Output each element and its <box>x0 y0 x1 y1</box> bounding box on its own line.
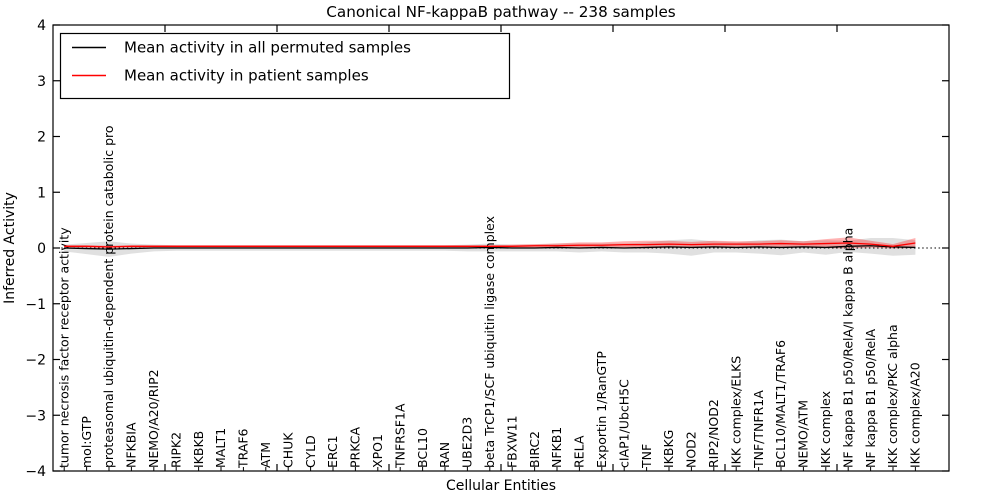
plot-area: tumor necrosis factor receptor activity m… <box>25 18 949 480</box>
x-category-label: NFKBIA <box>124 422 139 468</box>
x-category-label: IKK complex <box>818 391 833 468</box>
legend-label-patient: Mean activity in patient samples <box>124 67 369 85</box>
y-tick-label: 0 <box>37 241 46 257</box>
x-category-label: mol:GTP <box>79 416 94 468</box>
x-category-label: ERC1 <box>325 435 340 468</box>
x-category-label: tumor necrosis factor receptor activity <box>56 227 71 468</box>
x-category-label: NEMO/ATM <box>796 400 811 468</box>
x-category-label: NEMO/A20/RIP2 <box>146 369 161 468</box>
chart-title: Canonical NF-kappaB pathway -- 238 sampl… <box>326 3 676 21</box>
x-category-label: ATM <box>258 442 273 468</box>
y-tick-label: 4 <box>37 18 46 34</box>
x-category-label: cIAP1/UbcH5C <box>616 379 631 468</box>
x-category-label: MALT1 <box>213 428 228 468</box>
x-category-label: BCL10 <box>415 428 430 468</box>
x-category-label: NOD2 <box>684 431 699 468</box>
x-category-label: IKBKB <box>191 431 206 468</box>
plot-frame <box>52 24 950 472</box>
x-category-label: UBE2D3 <box>460 417 475 468</box>
y-tick-label: −3 <box>25 408 46 424</box>
y-tick-label: −2 <box>25 353 46 369</box>
y-tick-label: 1 <box>37 185 46 201</box>
y-tick-label: 3 <box>37 74 46 90</box>
y-tick-label: −4 <box>25 464 46 480</box>
x-category-label: NF kappa B1 p50/RelA/I kappa B alpha <box>840 228 855 468</box>
x-category-label: proteasomal ubiquitin-dependent protein … <box>101 125 116 468</box>
x-category-label: IKK complex/ELKS <box>728 356 743 468</box>
legend-box <box>59 32 511 100</box>
x-category-label: FBXW11 <box>504 415 519 468</box>
x-category-label: IKK complex/PKC alpha <box>885 324 900 468</box>
x-category-label: RELA <box>572 435 587 468</box>
x-category-label: IKK complex/A20 <box>908 362 923 468</box>
x-axis-title: Cellular Entities <box>446 478 556 494</box>
x-category-label: TNF <box>639 444 654 469</box>
x-category-label: RIPK2 <box>168 432 183 468</box>
x-category-label: TRAF6 <box>236 428 251 469</box>
x-category-label: PRKCA <box>348 427 363 468</box>
x-category-label: NF kappa B1 p50/RelA <box>863 328 878 468</box>
x-category-label: RIP2/NOD2 <box>706 399 721 468</box>
legend: Mean activity in all permuted samples Me… <box>59 32 511 100</box>
x-category-label: TNF/TNFR1A <box>751 390 766 469</box>
y-tick-label: −1 <box>25 297 46 313</box>
x-category-label: BIRC2 <box>527 431 542 468</box>
x-category-label: XPO1 <box>370 434 385 468</box>
x-category-label: BCL10/MALT1/TRAF6 <box>773 340 788 468</box>
x-category-label: beta TrCP1/SCF ubiquitin ligase complex <box>482 216 497 468</box>
x-category-label: CHUK <box>280 432 295 468</box>
legend-label-permuted: Mean activity in all permuted samples <box>124 39 411 57</box>
y-axis-title: Inferred Activity <box>2 192 18 304</box>
y-tick-label: 2 <box>37 130 46 146</box>
x-category-label: RAN <box>437 442 452 468</box>
x-category-label: CYLD <box>303 435 318 468</box>
x-category-label: NFKB1 <box>549 427 564 468</box>
x-category-label: IKBKG <box>661 430 676 468</box>
patient-mean-line <box>64 242 916 248</box>
x-category-label: TNFRSF1A <box>392 403 407 469</box>
x-category-label: Exportin 1/RanGTP <box>594 351 609 468</box>
permuted-mean-line <box>64 245 916 250</box>
